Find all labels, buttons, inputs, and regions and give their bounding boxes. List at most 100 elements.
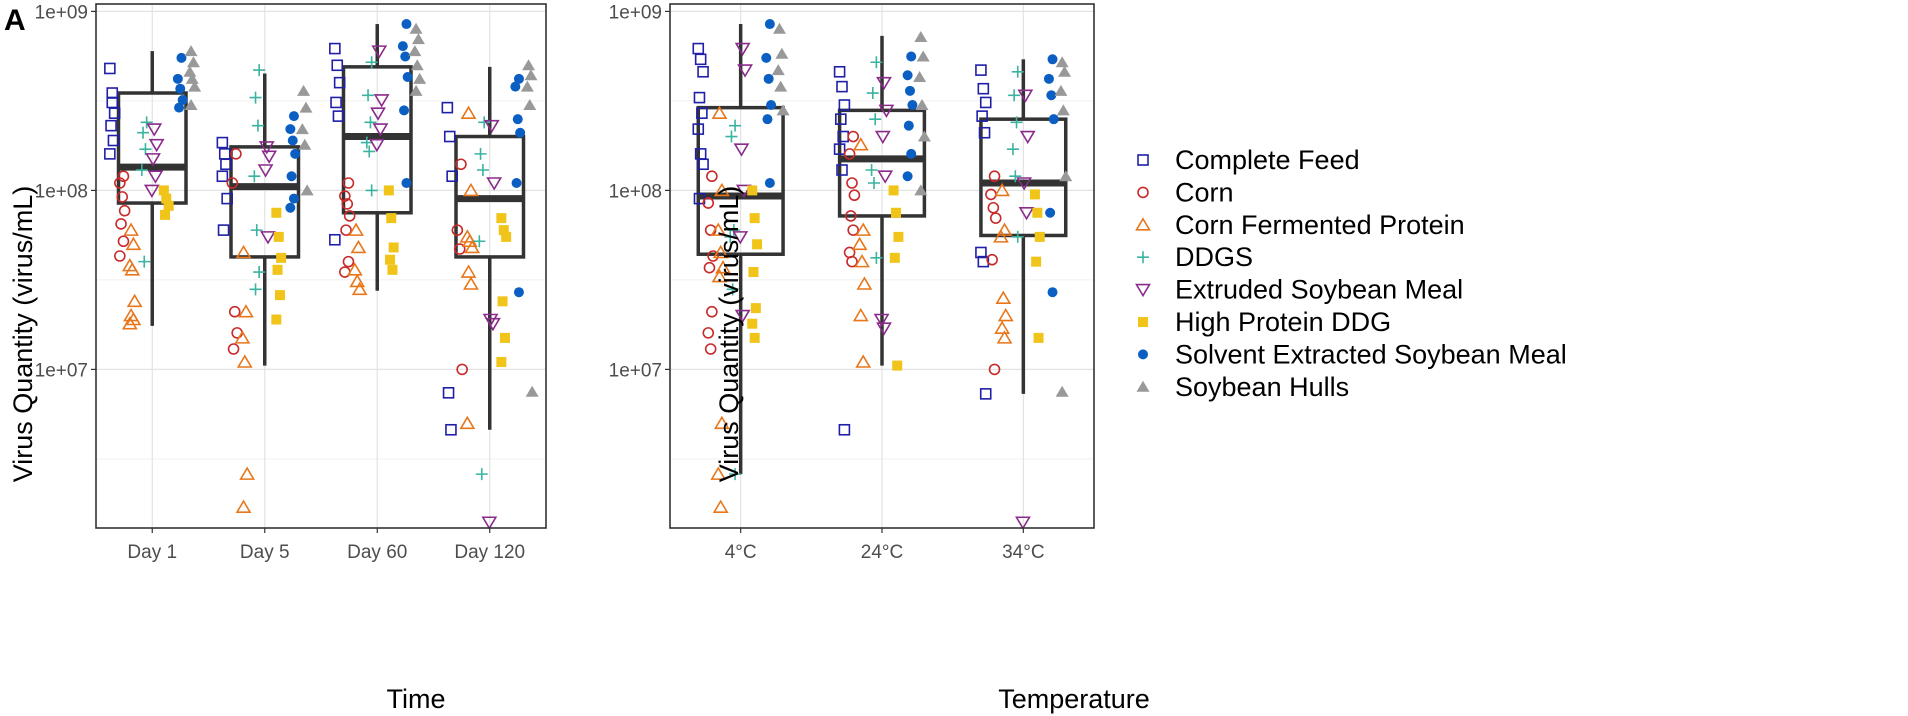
data-point: [520, 80, 534, 92]
series-extruded-soybean-meal: [143, 45, 503, 530]
data-point: [712, 499, 729, 513]
data-point: [276, 252, 287, 263]
data-point: [409, 22, 423, 34]
panel-a-plot: 1e+07 1e+08 1e+09 Day 1 Day 5 Day 60 Day 120: [35, 2, 547, 563]
data-point: [401, 177, 412, 188]
data-point: [251, 119, 264, 132]
data-point: [137, 126, 150, 139]
series-complete-feed: [692, 42, 992, 436]
data-point: [285, 124, 296, 135]
data-point: [387, 264, 398, 275]
data-point: [300, 184, 314, 196]
data-point: [1047, 287, 1058, 298]
data-point: [253, 64, 266, 77]
data-point: [475, 468, 488, 481]
data-point: [889, 252, 900, 263]
data-point: [510, 81, 521, 92]
data-point: [221, 192, 233, 205]
data-point: [1055, 56, 1069, 68]
series-solvent-extracted-soybean-meal: [172, 19, 526, 298]
data-point: [118, 204, 131, 217]
data-point: [906, 148, 917, 159]
data-point: [1059, 170, 1073, 182]
data-point: [749, 213, 760, 224]
data-point: [524, 69, 538, 81]
data-point: [145, 153, 161, 167]
data-point: [917, 130, 931, 142]
data-point: [989, 212, 1002, 224]
data-point: [274, 290, 285, 301]
legend-item: Solvent Extracted Soybean Meal: [1138, 339, 1567, 369]
data-point: [766, 100, 777, 111]
data-point: [772, 22, 786, 34]
data-point: [1010, 116, 1023, 129]
data-point: [409, 84, 423, 96]
data-point: [160, 209, 171, 220]
data-point: [400, 51, 411, 62]
data-point: [874, 130, 891, 145]
data-point: [1029, 189, 1040, 200]
data-point: [408, 45, 422, 57]
data-point: [373, 94, 390, 108]
data-point: [893, 231, 904, 242]
data-point: [271, 314, 282, 325]
data-point: [184, 45, 198, 57]
data-point: [734, 42, 751, 57]
data-point: [979, 388, 992, 400]
data-point: [331, 59, 344, 72]
data-point: [496, 356, 507, 367]
data-point: [1047, 54, 1058, 65]
data-point: [485, 317, 501, 332]
data-point: [499, 332, 510, 343]
data-point: [473, 235, 486, 248]
data-point: [513, 287, 524, 298]
data-point: [236, 354, 253, 368]
data-point: [217, 224, 230, 236]
data-point: [852, 307, 869, 322]
data-point: [397, 41, 408, 52]
data-point: [126, 293, 143, 308]
data-point: [501, 231, 512, 242]
series-high-protein-ddg: [158, 185, 512, 367]
legend-item: Soybean Hulls: [1136, 372, 1349, 402]
data-point: [724, 230, 737, 243]
panel-a-x-axis-title: Time: [387, 684, 446, 714]
data-point: [975, 64, 987, 76]
legend-key: [1135, 283, 1151, 298]
data-point: [916, 50, 930, 62]
panel-a: A 1e+07 1e+08 1e+09 Day 1 Day 5 Day 60 Day 120…: [4, 2, 547, 714]
data-point: [913, 71, 927, 83]
data-point: [1015, 516, 1031, 530]
data-point: [847, 130, 860, 143]
data-point: [146, 123, 163, 137]
data-point: [732, 231, 749, 245]
data-point: [363, 145, 376, 158]
data-point: [498, 225, 509, 236]
data-point: [1018, 206, 1035, 221]
data-point: [761, 52, 772, 63]
data-point: [710, 466, 727, 480]
data-point: [481, 516, 498, 530]
data-point: [445, 423, 457, 436]
data-point: [996, 330, 1013, 344]
data-point: [388, 242, 399, 253]
legend-label: Soybean Hulls: [1175, 372, 1349, 402]
data-point: [1056, 104, 1070, 116]
data-point: [174, 102, 185, 113]
data-point: [441, 101, 454, 114]
data-point: [515, 127, 526, 138]
data-point: [1009, 170, 1022, 183]
data-point: [261, 150, 278, 164]
data-point: [258, 141, 275, 155]
legend-key: [1135, 217, 1151, 231]
data-point: [843, 148, 856, 160]
data-point: [121, 316, 138, 330]
data-point: [993, 229, 1009, 243]
data-point: [876, 322, 892, 336]
y-tick-label: 1e+09: [35, 2, 88, 23]
plot-background: [96, 4, 546, 528]
data-point: [360, 136, 373, 149]
box-3: [341, 24, 413, 291]
box-1: [116, 51, 188, 326]
